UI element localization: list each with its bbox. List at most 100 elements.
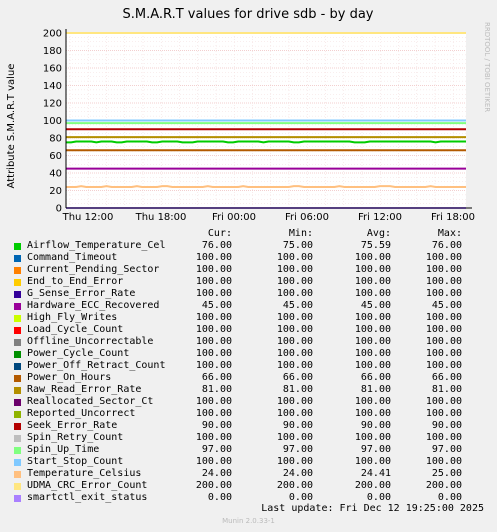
legend-series-name: Airflow_Temperature_Cel: [27, 240, 166, 251]
legend-value-max: 81.00: [431, 384, 462, 395]
legend-value-avg: 100.00: [354, 288, 391, 299]
legend-row: Power_Off_Retract_Count 100.00 100.00 100.0…: [0, 360, 497, 372]
legend-value-avg: 100.00: [354, 408, 391, 419]
legend-value-cur: 90.00: [201, 420, 232, 431]
legend-value-max: 100.00: [425, 336, 462, 347]
legend-swatch: [14, 351, 21, 358]
legend-swatch: [14, 303, 21, 310]
legend-swatch: [14, 387, 21, 394]
legend-value-cur: 100.00: [195, 288, 232, 299]
legend-swatch: [14, 267, 21, 274]
legend-value-cur: 81.00: [201, 384, 232, 395]
legend-value-max: 100.00: [425, 252, 462, 263]
munin-version: Munin 2.0.33-1: [222, 517, 275, 525]
legend-series-name: Start_Stop_Count: [27, 456, 124, 467]
legend-swatch: [14, 447, 21, 454]
series-line-Airflow_Temperature_Cel: [66, 140, 466, 144]
legend-series-name: Command_Timeout: [27, 252, 118, 263]
y-tick-label: 100: [43, 116, 62, 127]
legend-value-avg: 45.00: [360, 300, 391, 311]
legend-value-min: 100.00: [276, 288, 313, 299]
legend-value-cur: 45.00: [201, 300, 232, 311]
legend-row: Start_Stop_Count 100.00 100.00 100.00 100.00: [0, 456, 497, 468]
y-tick-label: 140: [43, 81, 62, 92]
legend-row: Reallocated_Sector_Ct 100.00 100.00 100.00 1…: [0, 396, 497, 408]
legend-value-min: 100.00: [276, 396, 313, 407]
chart-title: S.M.A.R.T values for drive sdb - by day: [123, 7, 374, 22]
y-tick-labels: 0 20 40 60 80 100 120 140 160 180 200: [43, 29, 62, 215]
legend-series-name: UDMA_CRC_Error_Count: [27, 480, 148, 491]
legend-value-min: 97.00: [282, 444, 313, 455]
legend-value-cur: 24.00: [201, 468, 232, 479]
legend-value-avg: 97.00: [360, 444, 391, 455]
series-lines: [66, 32, 466, 209]
x-tick-label: Fri 00:00: [212, 212, 256, 223]
legend-swatch: [14, 483, 21, 490]
legend-value-min: 0.00: [288, 492, 313, 503]
legend-row: UDMA_CRC_Error_Count 200.00 200.00 200.00 20…: [0, 480, 497, 492]
legend-header: Cur: Min: Avg: Max:: [0, 228, 497, 240]
legend-value-avg: 100.00: [354, 396, 391, 407]
legend-swatch: [14, 315, 21, 322]
y-tick-label: 200: [43, 29, 62, 40]
legend-swatch: [14, 327, 21, 334]
y-tick-label: 180: [43, 46, 62, 57]
legend-series-name: Power_On_Hours: [27, 372, 112, 383]
legend-value-avg: 100.00: [354, 324, 391, 335]
legend-row: Load_Cycle_Count 100.00 100.00 100.00 100.00: [0, 324, 497, 336]
legend-value-max: 200.00: [425, 480, 462, 491]
legend-row: Seek_Error_Rate 90.00 90.00 90.00 90.00: [0, 420, 497, 432]
legend-value-max: 100.00: [425, 348, 462, 359]
legend-series-name: Raw_Read_Error_Rate: [27, 384, 142, 395]
legend-swatch: [14, 363, 21, 370]
legend-row: Reported_Uncorrect 100.00 100.00 100.00 100.…: [0, 408, 497, 420]
rrdtool-watermark: RRDTOOL / TOBI OETIKER: [483, 22, 491, 112]
axes: [65, 29, 472, 209]
legend-value-avg: 75.59: [360, 240, 391, 251]
legend-value-min: 100.00: [276, 456, 313, 467]
legend-row: High_Fly_Writes 100.00 100.00 100.00 100.00: [0, 312, 497, 324]
x-tick-label: Fri 12:00: [358, 212, 402, 223]
legend-value-min: 100.00: [276, 348, 313, 359]
legend-series-name: Seek_Error_Rate: [27, 420, 118, 431]
legend-value-cur: 100.00: [195, 348, 232, 359]
legend-value-min: 100.00: [276, 312, 313, 323]
legend-value-cur: 100.00: [195, 432, 232, 443]
legend-value-max: 97.00: [431, 444, 462, 455]
legend-value-avg: 81.00: [360, 384, 391, 395]
legend-value-min: 100.00: [276, 276, 313, 287]
legend-value-cur: 0.00: [207, 492, 232, 503]
legend-swatch: [14, 471, 21, 478]
legend-value-avg: 100.00: [354, 312, 391, 323]
legend-series-name: Spin_Up_Time: [27, 444, 100, 455]
legend-value-cur: 100.00: [195, 252, 232, 263]
legend-swatch: [14, 339, 21, 346]
legend-value-avg: 100.00: [354, 456, 391, 467]
legend-swatch: [14, 243, 21, 250]
legend-value-cur: 76.00: [201, 240, 232, 251]
y-tick-label: 160: [43, 64, 62, 75]
legend-value-min: 90.00: [282, 420, 313, 431]
legend-series-name: Reported_Uncorrect: [27, 408, 136, 419]
chart-area: S.M.A.R.T values for drive sdb - by day …: [6, 7, 491, 223]
y-tick-label: 0: [56, 204, 62, 215]
legend-series-name: Power_Cycle_Count: [27, 348, 130, 359]
legend-value-min: 100.00: [276, 360, 313, 371]
legend-value-min: 100.00: [276, 252, 313, 263]
legend-value-cur: 100.00: [195, 396, 232, 407]
legend-value-max: 100.00: [425, 312, 462, 323]
legend-value-max: 45.00: [431, 300, 462, 311]
legend-value-max: 100.00: [425, 456, 462, 467]
legend-row: Spin_Retry_Count 100.00 100.00 100.00 100.00: [0, 432, 497, 444]
legend-swatch: [14, 399, 21, 406]
legend-value-cur: 200.00: [195, 480, 232, 491]
legend-value-cur: 100.00: [195, 408, 232, 419]
legend-value-avg: 100.00: [354, 264, 391, 275]
legend-value-cur: 100.00: [195, 324, 232, 335]
legend-header-avg: Avg:: [366, 228, 391, 239]
legend-series-name: Hardware_ECC_Recovered: [27, 300, 160, 311]
legend-value-avg: 100.00: [354, 360, 391, 371]
legend-row: Airflow_Temperature_Cel 76.00 75.00 75.59 76…: [0, 240, 497, 252]
series-line-Temperature_Celsius: [66, 185, 466, 188]
legend-value-cur: 100.00: [195, 264, 232, 275]
